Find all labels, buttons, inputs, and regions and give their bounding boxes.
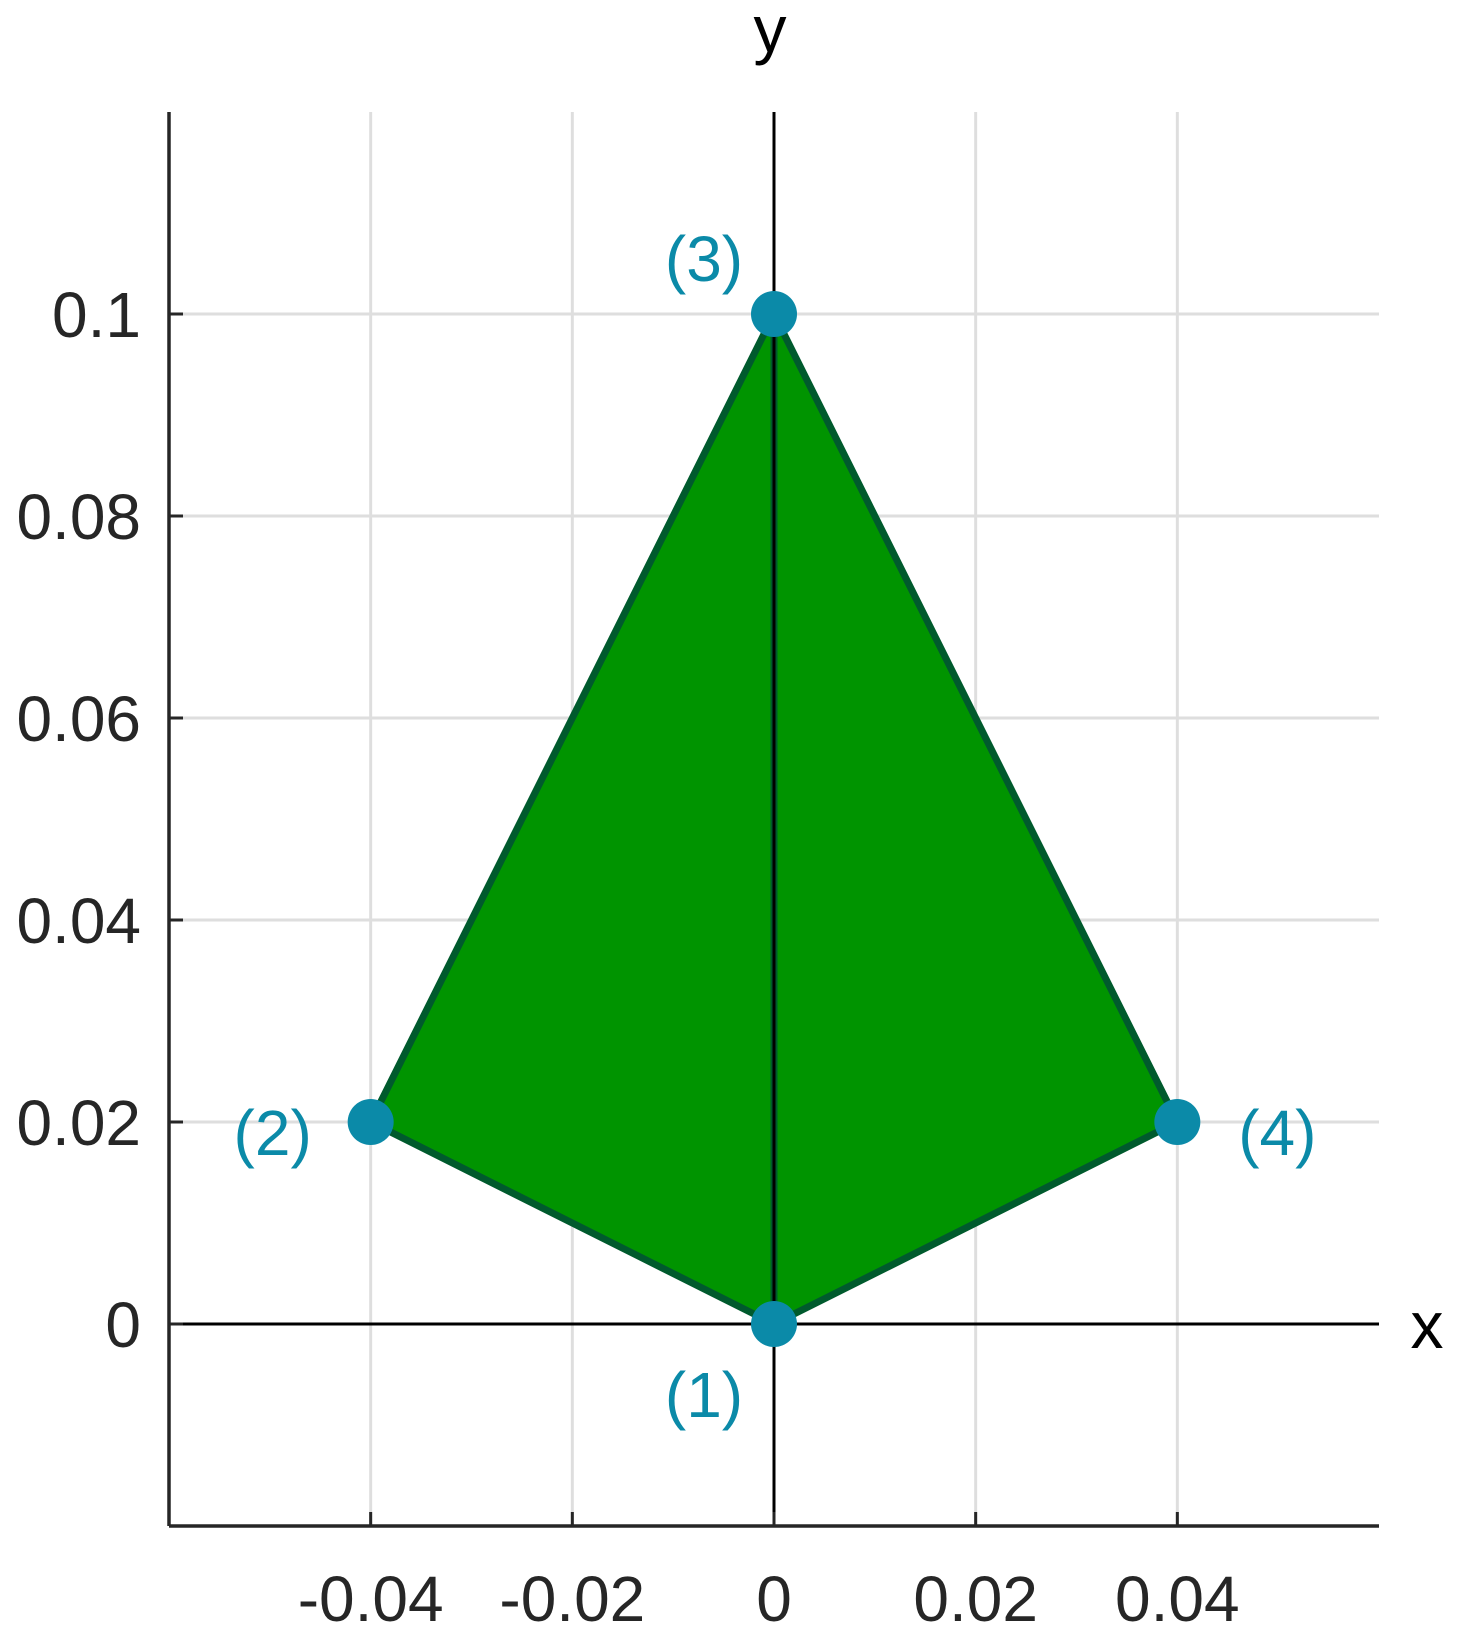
node-label: (3) [665, 223, 743, 295]
node-label: (2) [234, 1097, 312, 1169]
y-tick-label: 0.1 [52, 279, 141, 351]
x-tick-label: 0.02 [913, 1563, 1038, 1629]
y-axis-label: y [754, 0, 787, 66]
node-point [347, 1099, 394, 1145]
node-label: (4) [1238, 1097, 1316, 1169]
nodes [347, 291, 1201, 1347]
y-tick-label: 0 [105, 1289, 141, 1361]
x-tick-label: 0 [756, 1563, 792, 1629]
labels: -0.04 -0.02 0 0.02 0.04 0 0.02 0.04 0.06 0.08 0.1 y… [16, 0, 1443, 1629]
y-tick-label: 0.04 [16, 885, 141, 957]
x-axis-label: x [1411, 1288, 1444, 1362]
y-tick-label: 0.08 [16, 481, 141, 553]
node-label: (1) [665, 1359, 743, 1431]
node-point [751, 291, 797, 337]
axes [167, 112, 1379, 1528]
y-tick-label: 0.02 [16, 1087, 141, 1159]
x-tick-label: 0.04 [1115, 1563, 1240, 1629]
node-point [751, 1301, 797, 1347]
x-tick-label: -0.04 [298, 1563, 444, 1629]
mesh-elements [367, 310, 1181, 1328]
y-tick-label: 0.06 [16, 683, 141, 755]
x-tick-label: -0.02 [499, 1563, 645, 1629]
node-point [1154, 1099, 1201, 1145]
